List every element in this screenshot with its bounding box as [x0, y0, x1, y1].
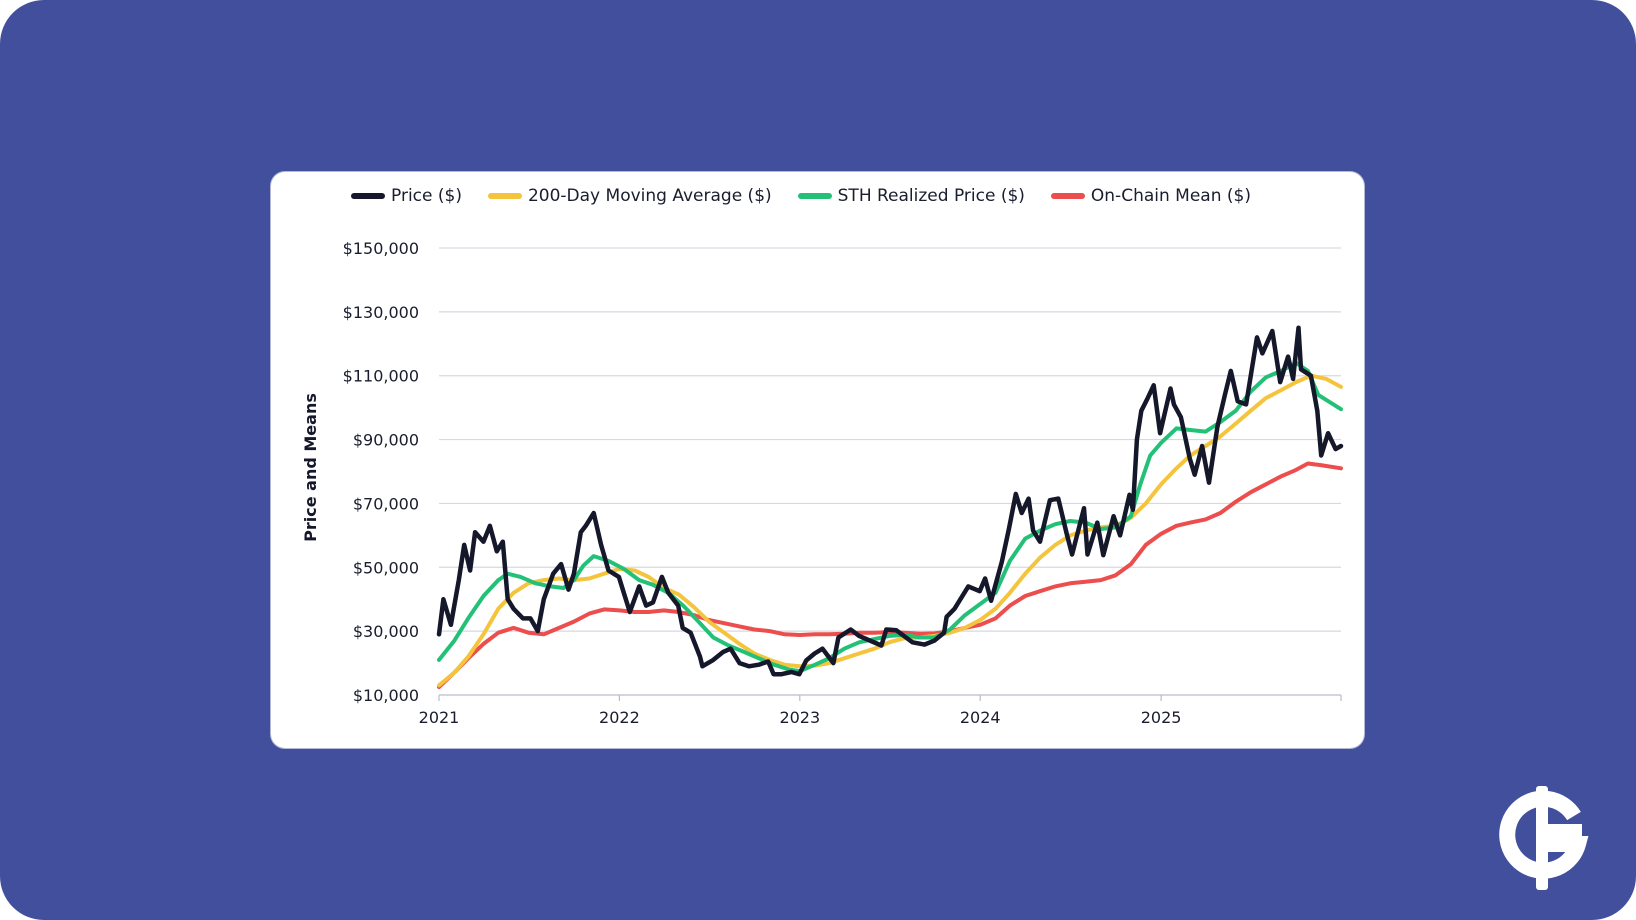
x-tick-label: 2024	[960, 708, 1001, 727]
legend-item-on-chain-mean: On-Chain Mean ($)	[1050, 186, 1251, 206]
legend-label-price: Price ($)	[391, 186, 462, 206]
series-line-price	[436, 325, 1344, 677]
line-chart: $150,000 $130,000 $110,000 $90,000 $70,000 $5…	[301, 239, 1344, 727]
y-tick-label: $90,000	[353, 431, 419, 450]
y-tick-label: $70,000	[353, 494, 419, 513]
legend-item-price: Price ($)	[351, 186, 462, 206]
g-dollar-logo-icon	[1499, 786, 1589, 890]
legend-item-sth-realized: STH Realized Price ($)	[797, 186, 1025, 206]
legend-label-sth-realized: STH Realized Price ($)	[837, 186, 1025, 206]
legend-label-200-day-ma: 200-Day Moving Average ($)	[527, 186, 772, 206]
y-axis-title: Price and Means	[301, 393, 320, 542]
series-line-on-chain-mean	[437, 461, 1343, 689]
y-tick-label: $110,000	[343, 367, 419, 386]
chart-legend: Price ($) 200-Day Moving Average ($) STH…	[351, 186, 1277, 206]
x-tick-label: 2025	[1141, 708, 1182, 727]
y-tick-label: $130,000	[343, 303, 419, 322]
legend-swatch-sth-realized	[797, 193, 832, 199]
legend-swatch-200-day-ma	[487, 193, 522, 199]
y-tick-label: $30,000	[353, 622, 419, 641]
legend-item-200-day-ma: 200-Day Moving Average ($)	[487, 186, 772, 206]
series-line-sth-realized	[437, 360, 1343, 674]
legend-swatch-on-chain-mean	[1050, 193, 1085, 199]
series-line-200-day-ma	[437, 373, 1343, 688]
y-tick-label: $150,000	[343, 239, 419, 258]
x-tick-label: 2022	[599, 708, 640, 727]
y-tick-label: $50,000	[353, 558, 419, 577]
x-tick-label: 2021	[419, 708, 460, 727]
y-tick-label: $10,000	[353, 686, 419, 705]
x-tick-label: 2023	[779, 708, 820, 727]
legend-label-on-chain-mean: On-Chain Mean ($)	[1090, 186, 1251, 206]
legend-swatch-price	[351, 193, 385, 199]
chart-card: Price ($) 200-Day Moving Average ($) STH…	[271, 172, 1364, 748]
